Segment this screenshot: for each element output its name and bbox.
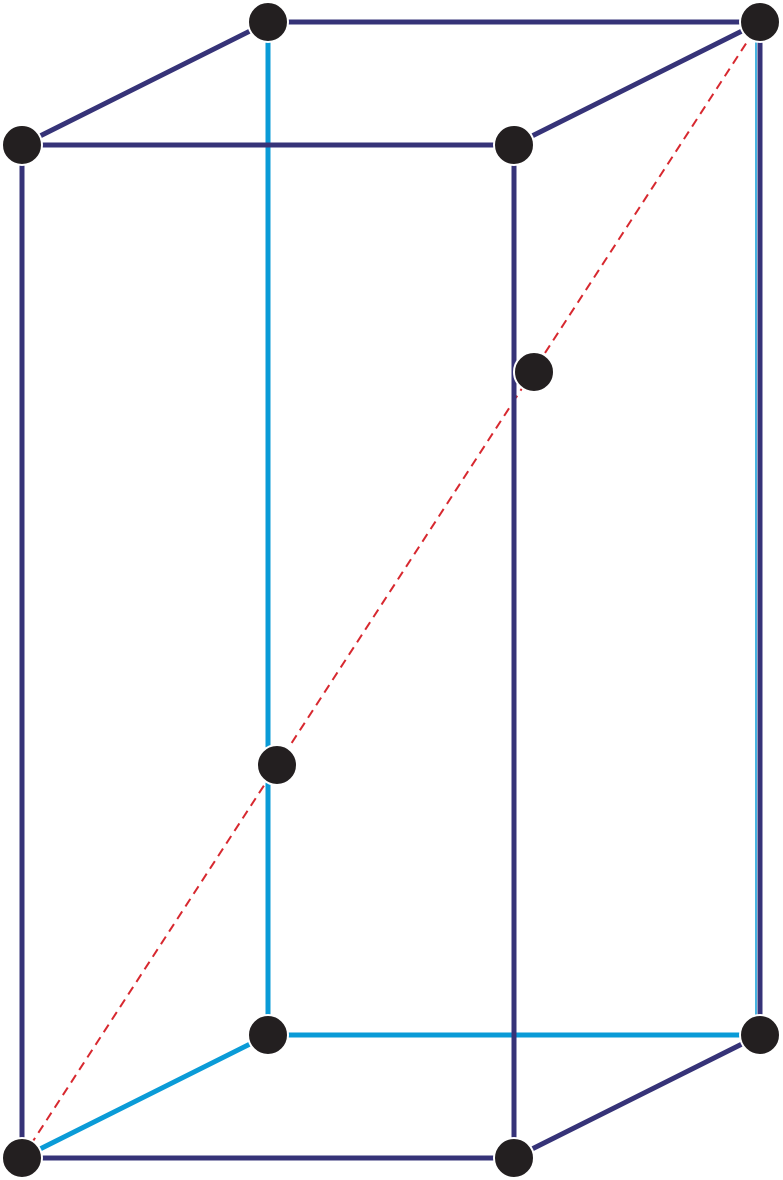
atom xyxy=(1,124,43,166)
edge xyxy=(512,1032,762,1161)
atom xyxy=(513,351,555,393)
atom xyxy=(256,744,298,786)
atom xyxy=(493,124,535,166)
atom xyxy=(739,1,781,43)
edge xyxy=(20,1032,270,1161)
atom xyxy=(1,1137,43,1179)
atom xyxy=(247,1014,289,1056)
edge xyxy=(512,19,762,148)
diagonal xyxy=(21,21,761,1159)
edge xyxy=(20,19,270,148)
atom xyxy=(739,1014,781,1056)
atom xyxy=(493,1137,535,1179)
atom xyxy=(247,1,289,43)
